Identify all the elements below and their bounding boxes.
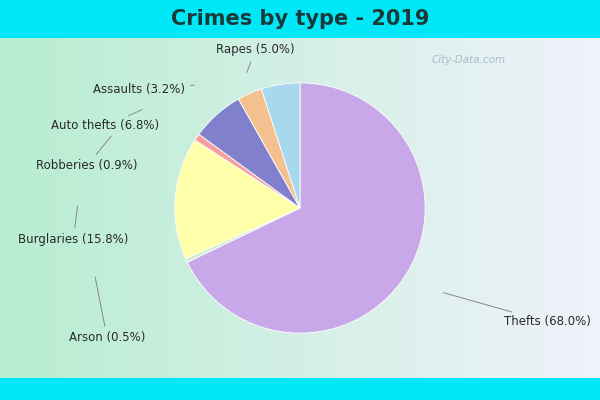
Wedge shape <box>195 134 300 208</box>
Text: Arson (0.5%): Arson (0.5%) <box>69 277 145 344</box>
Text: Crimes by type - 2019: Crimes by type - 2019 <box>171 9 429 29</box>
Text: City-Data.com: City-Data.com <box>432 55 506 65</box>
Text: Rapes (5.0%): Rapes (5.0%) <box>216 44 295 72</box>
Text: Auto thefts (6.8%): Auto thefts (6.8%) <box>51 110 159 132</box>
Wedge shape <box>262 83 300 208</box>
Wedge shape <box>238 89 300 208</box>
Wedge shape <box>175 140 300 259</box>
Text: Robberies (0.9%): Robberies (0.9%) <box>36 136 137 172</box>
Wedge shape <box>185 208 300 262</box>
Wedge shape <box>199 99 300 208</box>
Wedge shape <box>187 83 425 333</box>
Text: Assaults (3.2%): Assaults (3.2%) <box>93 84 194 96</box>
Text: Thefts (68.0%): Thefts (68.0%) <box>443 293 591 328</box>
Text: Burglaries (15.8%): Burglaries (15.8%) <box>18 206 128 246</box>
